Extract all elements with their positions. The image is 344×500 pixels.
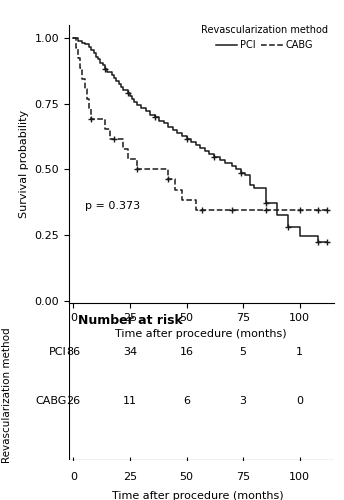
CABG [87,106,91,112]
CABG [187,196,191,202]
Text: 3: 3 [240,396,247,406]
Text: 26: 26 [66,396,80,406]
CABG [130,156,134,162]
Text: 25: 25 [123,472,137,482]
PCI [325,240,329,246]
PCI [298,234,302,239]
CABG [160,166,164,172]
PCI [316,240,320,246]
CABG [280,207,284,213]
PCI [71,35,75,41]
CABG [227,207,232,213]
Text: 0: 0 [70,472,77,482]
CABG [117,136,121,142]
Text: 34: 34 [123,347,137,357]
CABG [94,116,98,122]
CABG [200,207,204,213]
CABG [166,176,171,182]
CABG [103,126,107,132]
Text: 16: 16 [180,347,194,357]
CABG [121,146,125,152]
CABG [139,166,143,172]
CABG [74,45,78,51]
CABG [248,207,252,213]
Text: 86: 86 [66,347,80,357]
Text: 1: 1 [296,347,303,357]
CABG [264,207,268,213]
Line: PCI: PCI [73,38,327,242]
Text: Time after procedure (months): Time after procedure (months) [112,492,284,500]
CABG [135,166,139,172]
CABG [241,207,245,213]
CABG [83,86,87,91]
Text: 50: 50 [180,472,194,482]
CABG [76,56,80,62]
PCI [92,50,96,56]
CABG [85,96,89,102]
CABG [207,207,211,213]
CABG [180,196,184,202]
CABG [234,207,238,213]
Text: PCI: PCI [49,347,66,357]
CABG [78,66,82,71]
PCI [128,93,132,99]
Text: 100: 100 [289,472,310,482]
Line: CABG: CABG [73,38,327,210]
CABG [71,35,75,41]
Text: p = 0.373: p = 0.373 [85,201,140,211]
Text: 6: 6 [183,396,190,406]
CABG [173,186,177,192]
Text: 11: 11 [123,396,137,406]
PCI [252,185,257,191]
Y-axis label: Survival probability: Survival probability [19,110,29,218]
CABG [107,136,111,142]
PCI [101,62,105,68]
CABG [214,207,218,213]
X-axis label: Time after procedure (months): Time after procedure (months) [116,328,287,338]
Legend: PCI, CABG: PCI, CABG [200,24,329,51]
CABG [316,207,320,213]
CABG [89,116,94,122]
CABG [298,207,302,213]
CABG [98,116,103,122]
Text: Number at risk: Number at risk [78,314,183,327]
Text: Revascularization method: Revascularization method [2,327,12,463]
CABG [221,207,225,213]
Text: CABG: CABG [35,396,66,406]
Text: 0: 0 [296,396,303,406]
Text: 75: 75 [236,472,250,482]
CABG [80,76,84,82]
Text: 5: 5 [240,347,247,357]
CABG [325,207,329,213]
CABG [146,166,150,172]
CABG [153,166,157,172]
CABG [112,136,116,142]
PCI [110,72,114,78]
CABG [126,156,130,162]
CABG [194,207,198,213]
